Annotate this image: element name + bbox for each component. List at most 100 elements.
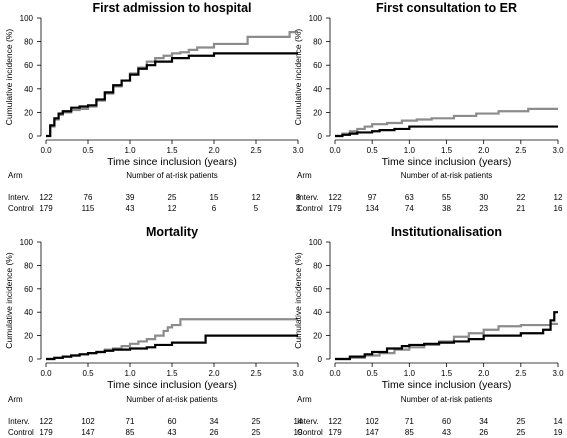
panel-4-risk-interv-count: 71 <box>405 417 414 426</box>
panel-3-risk-interv-count: 25 <box>252 417 261 426</box>
panel-1-series-control-line <box>46 52 298 138</box>
panel-4-risk-interv-count: 34 <box>479 417 488 426</box>
panel-4-series-control-line <box>335 311 558 361</box>
panel-3-risk-interv-count: 14 <box>294 417 303 426</box>
panel-2-x-tick-label: 1.0 <box>404 146 416 155</box>
panel-2-y-tick-label: 80 <box>313 38 322 47</box>
panel-2-risk-control-count: 179 <box>328 204 342 213</box>
panel-3-risk-control-count: 26 <box>210 428 219 437</box>
panel-3-y-tick-label: 100 <box>20 238 34 247</box>
panel-3-x-tick-label: 0.5 <box>82 369 94 378</box>
panel-4-x-tick-label: 0.0 <box>329 369 341 378</box>
panel-4-y-tick-label: 100 <box>309 238 323 247</box>
panel-4-risk-interv-count: 14 <box>554 417 563 426</box>
panel-4-risk-interv-count: 25 <box>516 417 525 426</box>
panel-4-risk-arm-interv: Interv. <box>297 417 319 426</box>
panel-1-y-tick-label: 80 <box>24 38 33 47</box>
panel-1-x-tick-label: 1.5 <box>166 146 178 155</box>
panel-3-risk-control-count: 19 <box>294 428 303 437</box>
panel-3-risk-control-count: 25 <box>252 428 261 437</box>
panel-4-risk-control-count: 25 <box>516 428 525 437</box>
panel-3-risk-control-count: 43 <box>168 428 177 437</box>
panel-4-risk-interv-count: 60 <box>442 417 451 426</box>
panel-1-y-tick-label: 40 <box>24 85 33 94</box>
panel-1-risk-control-count: 6 <box>212 204 217 213</box>
panel-1-y-tick-label: 20 <box>24 108 33 117</box>
panel-1-risk-control-count: 3 <box>296 204 301 213</box>
panel-2-risk-title: Number of at-risk patients <box>401 171 493 180</box>
panel-3-x-tick-label: 1.5 <box>166 369 178 378</box>
panel-1-series-interv-line <box>46 31 298 138</box>
panel-1-title: First admission to hospital <box>92 1 251 15</box>
panel-1-risk-interv-count: 25 <box>168 193 177 202</box>
panel-4-risk-control-count: 85 <box>405 428 414 437</box>
panel-4-risk-interv-count: 102 <box>365 417 379 426</box>
panel-4-risk-arm-control: Control <box>297 428 323 437</box>
panel-2-y-label: Cumulative incidence (%) <box>293 29 303 126</box>
panel-4-y-tick-label: 40 <box>313 308 322 317</box>
panel-1-risk-interv-count: 12 <box>252 193 261 202</box>
panel-2-risk-interv-count: 55 <box>442 193 451 202</box>
panel-4-x-tick-label: 3.0 <box>552 369 564 378</box>
panel-3-x-tick-label: 3.0 <box>292 369 304 378</box>
panel-1-x-tick-label: 0.5 <box>82 146 94 155</box>
panel-4-y-label: Cumulative incidence (%) <box>293 252 303 349</box>
panel-1-y-label: Cumulative incidence (%) <box>4 29 14 126</box>
panel-4-risk-control-count: 26 <box>479 428 488 437</box>
panel-2-y-tick-label: 20 <box>313 108 322 117</box>
panel-1-risk-control-count: 179 <box>39 204 53 213</box>
panel-1-x-tick-label: 0.0 <box>40 146 52 155</box>
panel-3-series-interv-line <box>46 318 298 361</box>
panel-2-series-control-line <box>335 125 558 138</box>
panel-4-risk-control-count: 179 <box>328 428 342 437</box>
panel-2-y-tick-label: 100 <box>309 14 323 23</box>
panel-2-series-interv-line <box>335 107 558 138</box>
panel-3-x-label: Time since inclusion (years) <box>107 379 237 391</box>
panel-2-x-tick-label: 3.0 <box>552 146 564 155</box>
panel-4-x-label: Time since inclusion (years) <box>382 379 512 391</box>
panel-3-y-tick-label: 20 <box>24 332 33 341</box>
panel-1-x-tick-label: 3.0 <box>292 146 304 155</box>
panel-4-y-tick-label: 60 <box>313 285 322 294</box>
panel-2-x-tick-label: 0.5 <box>367 146 379 155</box>
panel-3-risk-title: Number of at-risk patients <box>126 395 218 404</box>
panel-2-risk-interv-count: 30 <box>479 193 488 202</box>
panel-1-x-label: Time since inclusion (years) <box>107 156 237 168</box>
panel-2-risk-control-count: 134 <box>365 204 379 213</box>
panel-2-risk-interv-count: 12 <box>554 193 563 202</box>
panel-2-x-tick-label: 1.5 <box>441 146 453 155</box>
panel-4-x-tick-label: 1.5 <box>441 369 453 378</box>
panel-4-risk-control-count: 19 <box>554 428 563 437</box>
panel-3-x-tick-label: 2.0 <box>208 369 220 378</box>
panel-3-x-tick-label: 0.0 <box>40 369 52 378</box>
panel-2-risk-interv-count: 97 <box>368 193 377 202</box>
panel-2-risk-arm-interv: Interv. <box>297 193 319 202</box>
panel-3-risk-interv-count: 60 <box>168 417 177 426</box>
panel-1-risk-interv-count: 39 <box>126 193 135 202</box>
panel-2-title: First consultation to ER <box>376 1 517 15</box>
panel-4-x-tick-label: 0.5 <box>367 369 379 378</box>
panel-1-y-tick-label: 100 <box>20 14 34 23</box>
panel-2-x-tick-label: 2.0 <box>478 146 490 155</box>
panel-2-risk-control-count: 38 <box>442 204 451 213</box>
panel-3-risk-control-count: 85 <box>126 428 135 437</box>
panel-1-y-tick-label: 60 <box>24 61 33 70</box>
panel-3-risk-control-count: 179 <box>39 428 53 437</box>
panel-3-y-tick-label: 0 <box>29 355 34 364</box>
panel-3-y-tick-label: 60 <box>24 285 33 294</box>
panel-3-x-tick-label: 2.5 <box>250 369 262 378</box>
panel-2-x-tick-label: 0.0 <box>329 146 341 155</box>
panel-3-risk-arm-interv: Interv. <box>8 417 30 426</box>
panel-2-risk-control-count: 74 <box>405 204 414 213</box>
panel-3-title: Mortality <box>146 225 198 239</box>
panel-2-y-tick-label: 60 <box>313 61 322 70</box>
panel-1-risk-arm-header: Arm <box>8 171 23 180</box>
panel-4-title: Institutionalisation <box>391 225 502 239</box>
panel-2-x-tick-label: 2.5 <box>515 146 527 155</box>
panel-4-x-tick-label: 1.0 <box>404 369 416 378</box>
panel-2-risk-control-count: 21 <box>516 204 525 213</box>
panel-3-x-tick-label: 1.0 <box>124 369 136 378</box>
panel-3-risk-control-count: 147 <box>81 428 95 437</box>
panel-2-risk-interv-count: 22 <box>516 193 525 202</box>
